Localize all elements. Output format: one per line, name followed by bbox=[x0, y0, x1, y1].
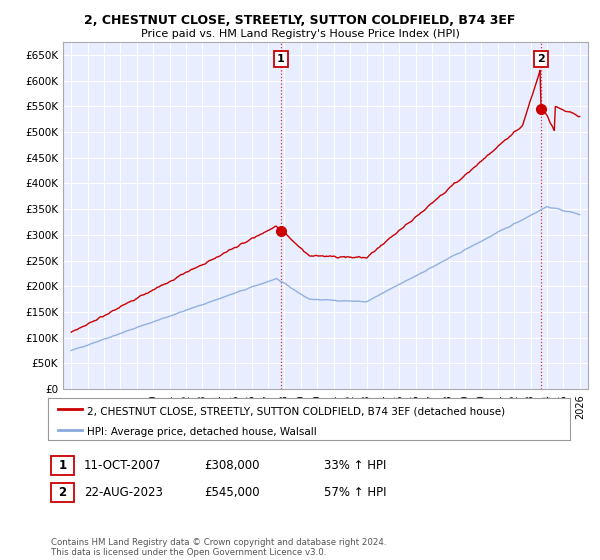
Text: Contains HM Land Registry data © Crown copyright and database right 2024.
This d: Contains HM Land Registry data © Crown c… bbox=[51, 538, 386, 557]
Text: 1: 1 bbox=[277, 54, 285, 64]
Text: HPI: Average price, detached house, Walsall: HPI: Average price, detached house, Wals… bbox=[87, 427, 317, 437]
Text: 33% ↑ HPI: 33% ↑ HPI bbox=[324, 459, 386, 473]
Text: Price paid vs. HM Land Registry's House Price Index (HPI): Price paid vs. HM Land Registry's House … bbox=[140, 29, 460, 39]
Text: 57% ↑ HPI: 57% ↑ HPI bbox=[324, 486, 386, 500]
Text: 11-OCT-2007: 11-OCT-2007 bbox=[84, 459, 161, 473]
Text: £308,000: £308,000 bbox=[204, 459, 260, 473]
Text: 2, CHESTNUT CLOSE, STREETLY, SUTTON COLDFIELD, B74 3EF: 2, CHESTNUT CLOSE, STREETLY, SUTTON COLD… bbox=[85, 14, 515, 27]
Text: £545,000: £545,000 bbox=[204, 486, 260, 500]
Text: 2, CHESTNUT CLOSE, STREETLY, SUTTON COLDFIELD, B74 3EF (detached house): 2, CHESTNUT CLOSE, STREETLY, SUTTON COLD… bbox=[87, 406, 505, 416]
Text: 1: 1 bbox=[58, 459, 67, 473]
Text: 2: 2 bbox=[537, 54, 545, 64]
Text: 22-AUG-2023: 22-AUG-2023 bbox=[84, 486, 163, 500]
Text: 2: 2 bbox=[58, 486, 67, 500]
